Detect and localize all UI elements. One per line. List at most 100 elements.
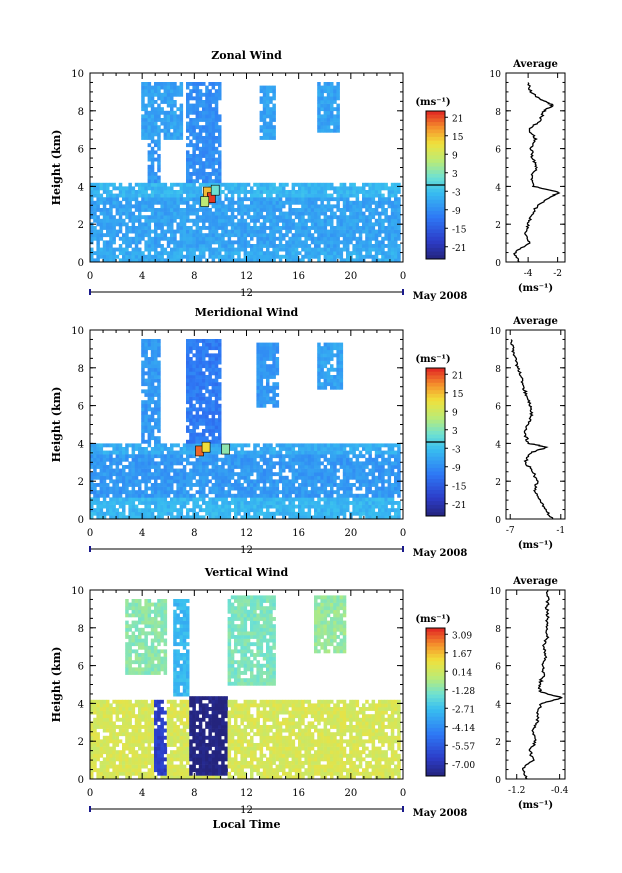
- heatmap-cell: [211, 125, 216, 130]
- heatmap-cell: [144, 439, 148, 444]
- heatmap-cell: [307, 468, 312, 473]
- heatmap-cell: [310, 490, 315, 495]
- heatmap-cell: [250, 197, 254, 202]
- heatmap-cell: [266, 89, 270, 94]
- heatmap-cell: [189, 172, 193, 176]
- heatmap-cell: [138, 443, 142, 448]
- heatmap-cell: [224, 501, 228, 505]
- heatmap-cell: [346, 504, 350, 509]
- heatmap-cell: [230, 461, 235, 466]
- heatmap-cell: [301, 200, 305, 205]
- heatmap-cell: [301, 493, 305, 498]
- heatmap-cell: [214, 411, 219, 415]
- heatmap-cell: [218, 511, 222, 516]
- heatmap-cell: [342, 222, 347, 227]
- heatmap-cell: [272, 454, 276, 459]
- heatmap-cell: [138, 247, 142, 252]
- heatmap-cell: [333, 186, 337, 191]
- heatmap-cell: [90, 251, 94, 256]
- heatmap-cell: [96, 251, 100, 256]
- heatmap-cell: [218, 254, 222, 259]
- heatmap-cell: [282, 204, 286, 209]
- colorbar-swatch: [426, 218, 445, 223]
- heatmap-cell: [195, 367, 200, 372]
- heatmap-cell: [339, 382, 344, 387]
- heatmap-cell: [205, 475, 209, 480]
- heatmap-cell: [275, 483, 280, 487]
- heatmap-cell: [106, 186, 110, 191]
- heatmap-cell: [106, 229, 110, 234]
- heatmap-cell: [205, 414, 209, 419]
- heatmap-cell: [214, 229, 219, 234]
- heatmap-cell: [336, 121, 340, 126]
- heatmap-cell: [150, 360, 155, 365]
- heatmap-cell: [186, 346, 190, 351]
- heatmap-cell: [182, 186, 187, 191]
- heatmap-cell: [368, 483, 372, 487]
- heatmap-cell: [205, 504, 209, 509]
- heatmap-cell: [122, 197, 126, 202]
- heatmap-cell: [301, 501, 305, 505]
- heatmap-cell: [211, 247, 216, 252]
- heatmap-cell: [170, 508, 174, 513]
- heatmap-cell: [202, 342, 206, 347]
- heatmap-cell: [192, 125, 196, 130]
- heatmap-cell: [163, 186, 168, 191]
- heatmap-cell: [240, 182, 244, 187]
- heatmap-cell: [186, 411, 190, 415]
- heatmap-cell: [214, 254, 219, 259]
- heatmap-cell: [336, 457, 340, 462]
- heatmap-cell: [218, 411, 222, 415]
- heatmap-cell: [218, 490, 222, 495]
- heatmap-cell: [189, 493, 193, 498]
- heatmap-cell: [272, 96, 276, 101]
- heatmap-cell: [134, 258, 139, 263]
- heatmap-cell: [179, 511, 184, 516]
- heatmap-cell: [182, 486, 187, 491]
- heatmap-cell: [112, 504, 116, 509]
- heatmap-cell: [330, 511, 334, 516]
- heatmap-cell: [173, 89, 177, 94]
- heatmap-cell: [150, 172, 155, 176]
- heatmap-cell: [150, 121, 155, 126]
- heatmap-cell: [381, 229, 385, 234]
- heatmap-cell: [166, 240, 171, 245]
- heatmap-cell: [301, 254, 305, 259]
- heatmap-cell: [218, 218, 222, 223]
- heatmap-cell: [198, 89, 203, 94]
- heatmap-cell: [99, 208, 104, 212]
- heatmap-cell: [246, 204, 251, 209]
- heatmap-cell: [214, 226, 219, 230]
- heatmap-cell: [390, 204, 395, 209]
- heatmap-cell: [259, 403, 264, 408]
- heatmap-cell: [339, 254, 344, 259]
- heatmap-cell: [365, 208, 369, 212]
- heatmap-cell: [141, 479, 145, 484]
- heatmap-cell: [314, 508, 318, 513]
- heatmap-cell: [170, 486, 174, 491]
- heatmap-cell: [112, 236, 116, 241]
- heatmap-cell: [346, 251, 350, 256]
- heatmap-cell: [336, 118, 340, 122]
- heatmap-cell: [336, 468, 340, 473]
- heatmap-cell: [365, 515, 369, 520]
- heatmap-cell: [186, 360, 190, 365]
- average-ytick-label: 6: [495, 146, 501, 156]
- heatmap-cell: [154, 436, 158, 441]
- heatmap-cell: [192, 450, 196, 455]
- heatmap-cell: [160, 468, 164, 473]
- heatmap-cell: [256, 400, 260, 405]
- heatmap-cell: [358, 251, 363, 256]
- heatmap-cell: [128, 501, 132, 505]
- heatmap-cell: [301, 218, 305, 223]
- heatmap-cell: [266, 254, 270, 259]
- colorbar-swatch: [426, 114, 445, 119]
- heatmap-cell: [307, 218, 312, 223]
- heatmap-cell: [272, 511, 276, 516]
- heatmap-cell: [141, 342, 145, 347]
- heatmap-cell: [256, 240, 260, 245]
- heatmap-cell: [195, 118, 200, 122]
- heatmap-cell: [272, 493, 276, 498]
- heatmap-cell: [138, 193, 142, 198]
- heatmap-cell: [288, 258, 292, 263]
